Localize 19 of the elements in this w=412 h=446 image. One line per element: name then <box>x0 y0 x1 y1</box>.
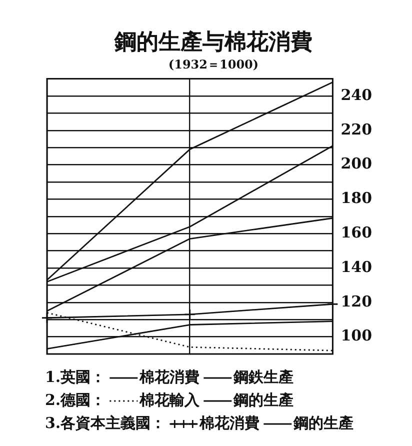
text: 3.各資本主義國： <box>45 414 166 432</box>
legend-label: 鋼的生產 <box>292 414 354 432</box>
legend-label: 棉花消費 <box>138 368 200 386</box>
legend-label: 棉花輸入 <box>138 390 201 409</box>
y-tick-label: 160 <box>340 223 372 242</box>
y-tick-label: 240 <box>340 86 372 104</box>
chart-title: 鋼的生產与棉花消費 <box>114 28 312 55</box>
chart-subtitle: (1932＝1000) <box>168 58 259 72</box>
y-tick-label: 180 <box>340 189 372 208</box>
y-tick-label: 220 <box>340 120 372 138</box>
y-tick-label: 100 <box>340 326 372 345</box>
text: 1.英國： <box>45 368 106 386</box>
legend-label: 棉花消費 <box>198 414 260 432</box>
legend-label: 鋼鉄生產 <box>232 368 294 386</box>
y-tick-label: 200 <box>340 154 372 173</box>
y-tick-label: 140 <box>340 258 372 276</box>
text: 2.德國： <box>45 390 106 409</box>
legend-label: 鋼的生產 <box>232 390 294 409</box>
y-tick-label: 120 <box>340 292 372 310</box>
